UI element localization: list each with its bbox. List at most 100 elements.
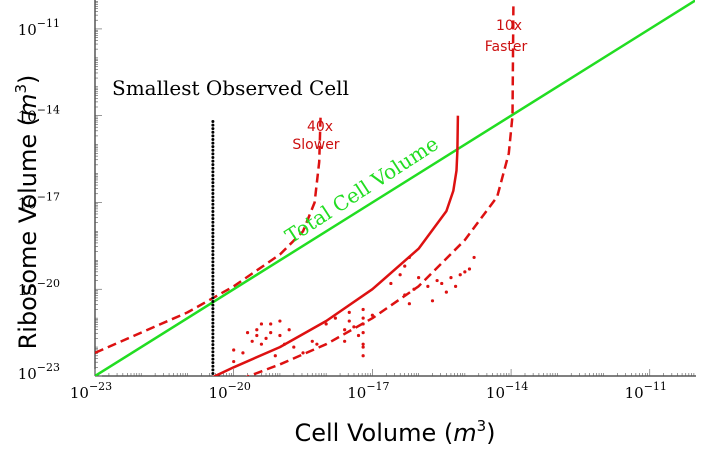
vline-dot: [211, 231, 215, 235]
vline-dot: [211, 314, 215, 318]
smallest-cell-annotation: Smallest Observed Cell: [112, 76, 349, 100]
scatter-point: [232, 359, 236, 364]
vline-dot: [211, 260, 215, 264]
vline-dot: [211, 278, 215, 282]
y-axis-title-label: Ribosome Volume: [14, 134, 42, 349]
vline-dot: [211, 145, 215, 149]
vline-dot: [211, 217, 215, 221]
vline-dot: [211, 256, 215, 260]
scatter-point: [417, 276, 421, 280]
scatter-point: [361, 322, 365, 326]
vline-dot: [211, 181, 215, 185]
vline-dot: [211, 361, 215, 365]
slower-annotation-line1: 40x: [307, 119, 333, 135]
scatter-point: [287, 328, 291, 332]
y-tick-label: 10−14: [18, 104, 60, 126]
vline-dot: [211, 296, 215, 300]
scatter-point: [356, 333, 361, 338]
scatter-point: [361, 331, 365, 335]
vline-dot: [211, 353, 215, 357]
y-tick-labels: 10−23 10−20 10−17 10−14 10−11: [18, 17, 60, 383]
series-line-1: [95, 0, 695, 376]
vline-dot: [211, 328, 215, 332]
vline-dot: [211, 357, 215, 361]
vline-dot: [211, 177, 215, 181]
scatter-point: [407, 255, 411, 260]
scatter-point: [255, 333, 259, 338]
vline-dot: [211, 292, 215, 296]
vline-dot: [211, 195, 215, 199]
scatter-point: [440, 281, 444, 286]
vline-dot: [211, 281, 215, 285]
x-axis-unit-exp: 3: [477, 417, 487, 435]
vline-dot: [211, 199, 215, 203]
scatter-point: [454, 284, 458, 288]
scatter-point: [250, 339, 254, 343]
vline-dot: [211, 368, 215, 372]
y-axis-title: Ribosome Volume (m3): [12, 75, 42, 350]
scatter-point: [292, 345, 296, 349]
smallest-cell-line: [211, 119, 215, 375]
vline-dot: [211, 123, 215, 127]
vline-dot: [211, 159, 215, 163]
vline-dot: [211, 271, 215, 275]
series-line-3: [95, 115, 322, 355]
svg-text:Ribosome Volume (m3): Ribosome Volume (m3): [12, 75, 42, 350]
x-axis-title-label: Cell Volume: [294, 419, 436, 447]
scatter-point: [269, 331, 273, 335]
vline-dot: [211, 321, 215, 325]
scatter-point: [264, 336, 268, 340]
vline-dot: [211, 163, 215, 167]
vline-dot: [211, 127, 215, 131]
vline-dot: [211, 299, 215, 303]
scatter-point: [259, 322, 264, 326]
vline-dot: [211, 188, 215, 192]
vline-dot: [211, 325, 215, 329]
x-tick-label: 10−14: [486, 380, 528, 402]
scatter-point: [435, 278, 439, 283]
scatter-point: [241, 351, 245, 355]
scatter-point: [361, 354, 365, 358]
scatter-point: [232, 348, 236, 352]
scatter-point: [472, 255, 476, 260]
annotations: Smallest Observed Cell 40x Slower 10x Fa…: [112, 18, 527, 248]
scatter-point: [412, 287, 416, 291]
scatter-point: [361, 316, 365, 320]
scatter-point: [315, 342, 319, 346]
scatter-point: [403, 264, 407, 268]
scatter-point: [361, 307, 365, 312]
scatter-point: [352, 325, 356, 329]
y-tick-label: 10−17: [18, 190, 60, 212]
vline-dot: [211, 371, 215, 375]
vline-dot: [211, 209, 215, 213]
vline-dot: [211, 335, 215, 339]
vline-dot: [211, 227, 215, 231]
scatter-point: [273, 354, 277, 358]
vline-dot: [211, 263, 215, 267]
vline-dot: [211, 155, 215, 159]
vline-dot: [211, 364, 215, 368]
y-tick-label: 10−23: [18, 361, 60, 383]
vline-dot: [211, 303, 215, 307]
scatter-point: [426, 284, 430, 288]
series-layer: [95, 0, 695, 376]
vline-dot: [211, 202, 215, 206]
series-line-4: [245, 5, 515, 376]
scatter-point: [255, 328, 259, 332]
x-axis-unit: m: [453, 419, 476, 447]
scatter-point: [269, 322, 273, 326]
vline-dot: [211, 141, 215, 145]
x-tick-label: 10−23: [70, 380, 112, 402]
scatter-point: [347, 319, 351, 323]
vline-dot: [211, 206, 215, 210]
vline-dot: [211, 253, 215, 257]
vline-dot: [211, 119, 215, 123]
vline-dot: [211, 350, 215, 354]
vline-dot: [211, 332, 215, 336]
vline-dot: [211, 310, 215, 314]
scatter-point: [347, 310, 351, 314]
scatter-point: [430, 299, 435, 303]
scatter-point: [467, 267, 472, 271]
scatter-point: [259, 342, 264, 346]
